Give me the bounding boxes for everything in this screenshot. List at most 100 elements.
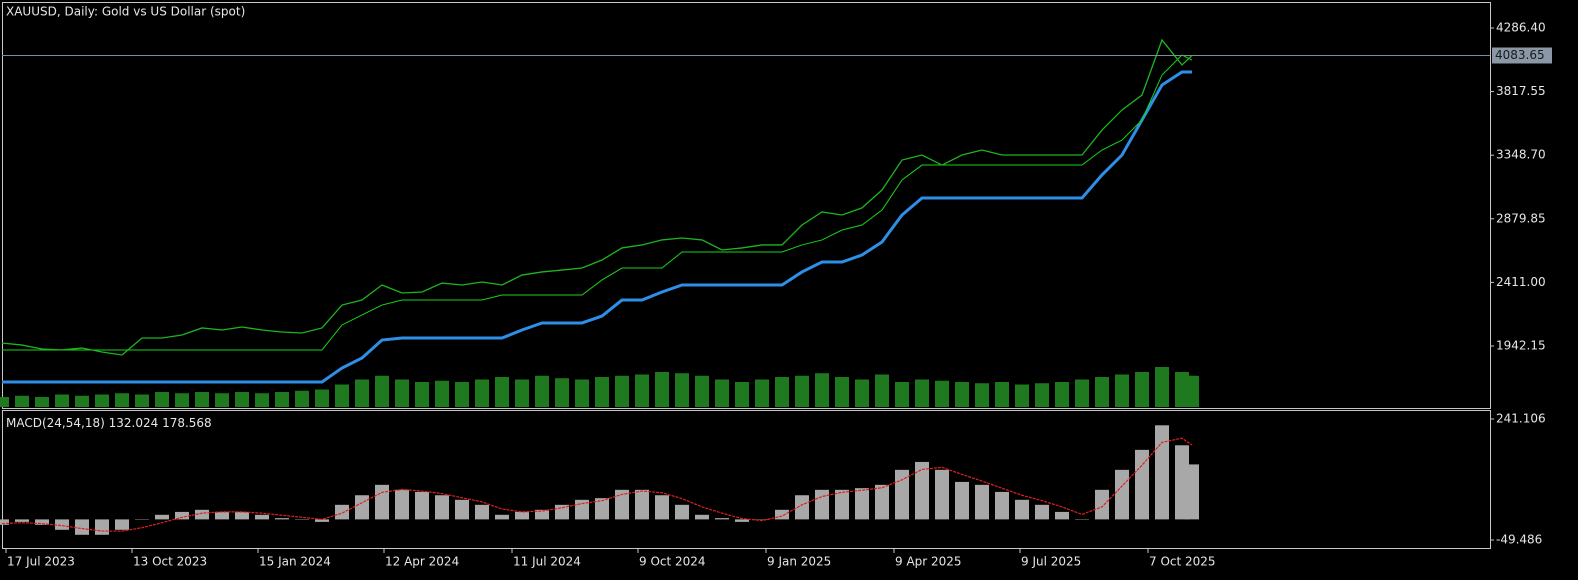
x-tick-label: 12 Apr 2024	[385, 555, 459, 569]
macd-bar	[1185, 464, 1199, 520]
volume-bar	[1075, 379, 1089, 407]
volume-bar	[175, 393, 189, 407]
chart-title: XAUUSD, Daily: Gold vs US Dollar (spot)	[6, 5, 245, 19]
volume-bar	[895, 382, 909, 407]
volume-bar	[435, 380, 449, 407]
volume-bar	[0, 397, 9, 407]
macd-bar	[815, 489, 829, 520]
macd-bar	[1015, 499, 1029, 520]
price-label-bg	[1492, 47, 1552, 64]
macd-bar	[855, 488, 869, 520]
volume-bar	[755, 379, 769, 407]
volume-bar	[775, 377, 789, 407]
x-tick-label: 7 Oct 2025	[1149, 555, 1216, 569]
volume-bar	[855, 379, 869, 407]
volume-bar	[455, 382, 469, 407]
macd-bar	[695, 514, 709, 520]
volume-bar	[955, 382, 969, 407]
volume-bar	[235, 392, 249, 407]
macd-bar	[235, 511, 249, 520]
volume-bar	[275, 392, 289, 407]
macd-bar	[615, 489, 629, 520]
macd-bar	[1155, 425, 1169, 520]
x-tick-label: 9 Jan 2025	[767, 555, 831, 569]
macd-bar	[1035, 504, 1049, 520]
macd-bar	[715, 518, 729, 520]
macd-bar	[675, 504, 689, 520]
series-line	[1, 38, 1193, 356]
volume-bar	[1095, 377, 1109, 407]
macd-bar	[915, 461, 929, 520]
x-tick-label: 9 Oct 2024	[639, 555, 706, 569]
volume-bar	[195, 392, 209, 407]
macd-bar	[595, 498, 609, 520]
macd-bar	[15, 519, 29, 522]
macd-title: MACD(24,54,18) 132.024 178.568	[6, 416, 212, 430]
volume-bar	[735, 382, 749, 407]
macd-bar	[775, 509, 789, 520]
y-tick-label: 3348.70	[1496, 148, 1546, 162]
volume-bar	[1135, 372, 1149, 407]
macd-bar	[115, 519, 129, 530]
volume-bar	[35, 397, 49, 407]
price-label: 4083.65	[1495, 48, 1545, 62]
x-tick-label: 17 Jul 2023	[7, 555, 75, 569]
volume-bar	[1155, 367, 1169, 407]
macd-bar	[655, 495, 669, 520]
macd-bar	[955, 481, 969, 520]
volume-bar	[15, 395, 29, 407]
y-tick-label: 2879.85	[1496, 211, 1546, 225]
volume-bar	[95, 394, 109, 407]
price-panel	[2, 2, 1491, 409]
volume-bar	[375, 375, 389, 407]
volume-bar	[215, 393, 229, 407]
volume-bar	[675, 373, 689, 407]
volume-bar	[635, 374, 649, 407]
macd-bar	[935, 469, 949, 520]
x-tick-label: 9 Jul 2025	[1021, 555, 1081, 569]
volume-bar	[495, 377, 509, 407]
macd-bar	[95, 519, 109, 535]
volume-bar	[535, 375, 549, 407]
volume-bar	[575, 379, 589, 407]
macd-bar	[75, 519, 89, 535]
volume-bar	[355, 379, 369, 407]
macd-bar	[435, 495, 449, 520]
series-line	[2, 54, 1193, 351]
volume-bar	[935, 380, 949, 407]
macd-bar	[195, 509, 209, 520]
volume-bar	[115, 393, 129, 407]
volume-bar	[995, 382, 1009, 407]
volume-bar	[875, 374, 889, 407]
y-tick-label: 241.106	[1496, 411, 1546, 425]
volume-bar	[515, 379, 529, 407]
macd-panel	[2, 410, 1491, 549]
volume-bar	[695, 375, 709, 407]
signal-line	[1, 437, 1193, 532]
volume-bar	[295, 390, 309, 407]
x-tick-label: 9 Apr 2025	[895, 555, 962, 569]
x-tick-label: 15 Jan 2024	[259, 555, 331, 569]
volume-bar	[155, 392, 169, 407]
macd-bar	[395, 489, 409, 520]
volume-bar	[75, 395, 89, 407]
volume-bar	[55, 394, 69, 407]
y-tick-label: 4286.40	[1496, 20, 1546, 34]
y-tick-label: -49.486	[1496, 532, 1542, 546]
volume-bar	[1015, 384, 1029, 407]
x-tick-label: 13 Oct 2023	[133, 555, 207, 569]
volume-bar	[315, 389, 329, 407]
volume-bar	[595, 377, 609, 407]
volume-bar	[475, 379, 489, 407]
macd-bar	[315, 519, 329, 522]
volume-bar	[1055, 382, 1069, 407]
macd-bar	[215, 511, 229, 520]
macd-bar	[0, 519, 9, 525]
macd-name: MACD(24,54,18)	[6, 416, 105, 430]
volume-bar	[135, 394, 149, 407]
volume-bar	[615, 375, 629, 407]
macd-bar	[175, 511, 189, 520]
y-tick-label: 3817.55	[1496, 84, 1546, 98]
